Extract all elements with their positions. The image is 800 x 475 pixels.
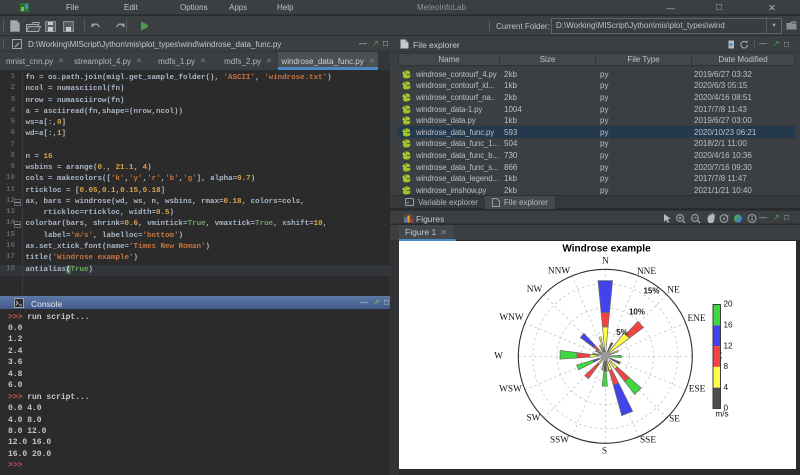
svg-text:NW: NW [526, 285, 542, 295]
svg-text:SSE: SSE [639, 435, 655, 445]
svg-text:NNW: NNW [547, 266, 569, 276]
svg-text:12: 12 [723, 341, 733, 350]
svg-text:SE: SE [669, 414, 680, 424]
svg-text:20: 20 [723, 299, 733, 308]
svg-text:v: v [407, 200, 410, 206]
svg-text:16: 16 [723, 320, 733, 329]
svg-text:NE: NE [667, 285, 680, 295]
svg-text:m/s: m/s [715, 409, 728, 418]
svg-text:S: S [601, 446, 606, 456]
svg-text:N: N [602, 256, 609, 266]
svg-text:SW: SW [526, 413, 540, 423]
svg-text:ENE: ENE [687, 314, 705, 324]
svg-text:4: 4 [723, 382, 728, 391]
svg-text:8: 8 [723, 362, 728, 371]
svg-text:15%: 15% [643, 286, 659, 295]
svg-text:WNW: WNW [499, 313, 523, 323]
svg-text:NNE: NNE [636, 267, 655, 277]
svg-text:5%: 5% [616, 328, 628, 337]
svg-text:WSW: WSW [499, 384, 522, 394]
svg-text:SSW: SSW [549, 435, 568, 445]
svg-text:a: a [65, 23, 69, 29]
svg-text:Windrose example: Windrose example [562, 243, 651, 254]
svg-text:W: W [494, 351, 503, 361]
svg-text:10%: 10% [628, 307, 644, 316]
svg-text:ESE: ESE [688, 384, 705, 394]
svg-text:0: 0 [723, 403, 728, 412]
